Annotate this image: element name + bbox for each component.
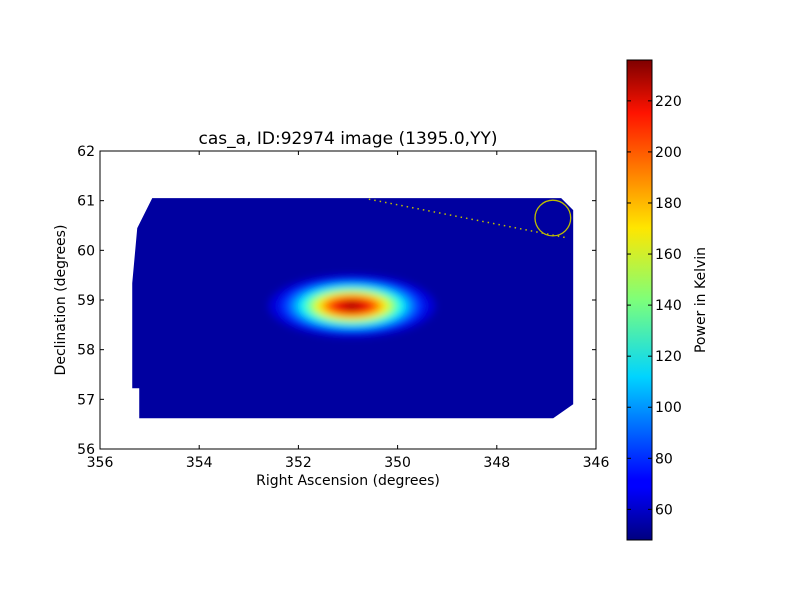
x-tick-label: 346 <box>583 455 610 471</box>
y-tick-label: 58 <box>77 343 95 359</box>
x-tick-label: 354 <box>186 455 213 471</box>
y-axis: 56 57 58 59 60 61 62 <box>77 144 596 458</box>
colorbar <box>626 59 653 541</box>
marker-circle <box>534 199 572 237</box>
y-tick-label: 57 <box>77 392 95 408</box>
y-tick-label: 59 <box>77 293 95 309</box>
y-tick-label: 62 <box>77 144 95 160</box>
colorbar-tick-label: 80 <box>655 451 673 467</box>
dotted-line <box>368 198 568 239</box>
colorbar-tick-label: 140 <box>655 298 682 314</box>
colorbar-tick-label: 220 <box>655 94 682 110</box>
y-tick-label: 56 <box>77 442 95 458</box>
emission-contour <box>345 303 359 309</box>
x-axis: 356 354 352 350 348 346 <box>87 151 610 471</box>
x-tick-label: 352 <box>285 455 312 471</box>
x-tick-label: 356 <box>87 455 114 471</box>
y-tick-label: 61 <box>77 194 95 210</box>
colorbar-tick-label: 100 <box>655 400 682 416</box>
x-tick-label: 348 <box>483 455 510 471</box>
colorbar-label: Power in Kelvin <box>693 247 709 353</box>
source-emission <box>268 274 436 338</box>
colorbar-tick-label: 180 <box>655 196 682 212</box>
y-tick-label: 60 <box>77 243 95 259</box>
x-axis-label: Right Ascension (degrees) <box>256 473 440 489</box>
colorbar-ticks: 60 80 100 120 140 160 180 200 220 <box>627 94 682 518</box>
colorbar-tick-label: 120 <box>655 349 682 365</box>
colorbar-tick-label: 60 <box>655 502 673 518</box>
colorbar-tick-label: 200 <box>655 145 682 161</box>
y-axis-label: Declination (degrees) <box>53 225 69 376</box>
chart-title: cas_a, ID:92974 image (1395.0,YY) <box>199 129 498 149</box>
x-tick-label: 350 <box>384 455 411 471</box>
colorbar-tick-label: 160 <box>655 247 682 263</box>
image-plot <box>132 198 574 419</box>
